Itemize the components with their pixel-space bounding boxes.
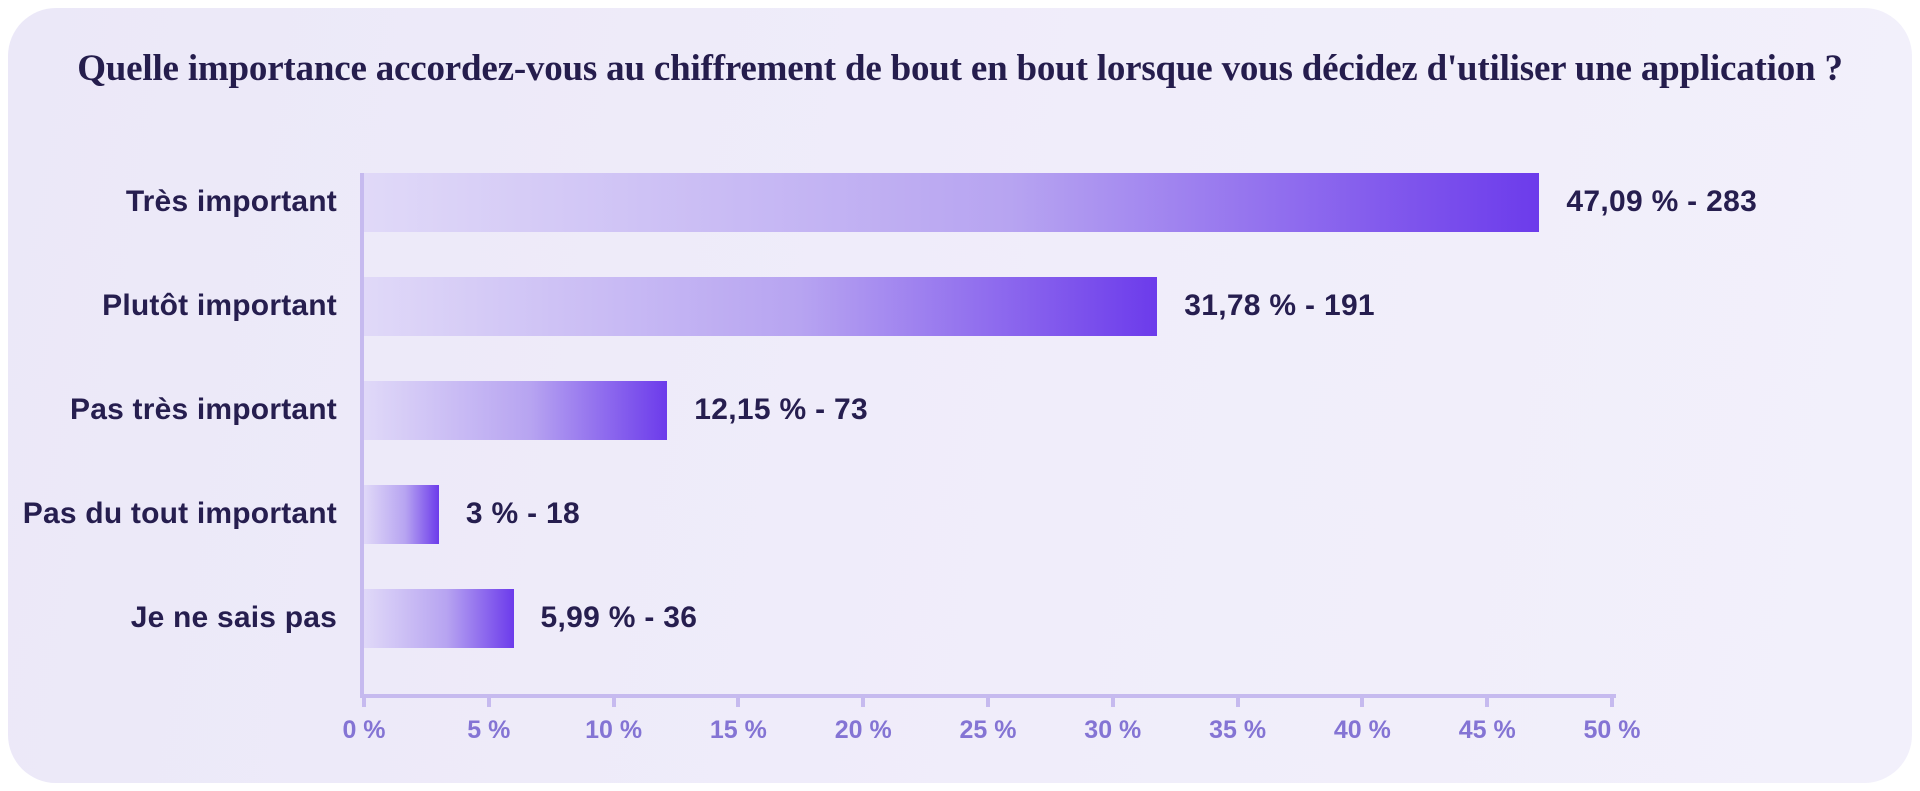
bar-row: Plutôt important 31,78 % - 191: [0, 254, 1920, 358]
bar-track: 3 % - 18: [364, 484, 1612, 544]
bar-row: Je ne sais pas 5,99 % - 36: [0, 566, 1920, 670]
tick-label: 20 %: [834, 716, 892, 744]
tick-label: 30 %: [1084, 716, 1142, 744]
category-label: Pas très important: [69, 393, 337, 426]
bar: [364, 380, 668, 440]
bar: [364, 588, 514, 648]
tick-label: 50 %: [1583, 716, 1641, 744]
tick-mark: [1235, 694, 1240, 707]
bar-track: 12,15 % - 73: [364, 380, 1612, 440]
tick-mark: [362, 694, 366, 707]
category-label: Je ne sais pas: [130, 601, 337, 634]
chart-title: Quelle importance accordez-vous au chiff…: [77, 48, 1843, 89]
bar-track: 31,78 % - 191: [364, 276, 1612, 336]
bar-rows: Très important 47,09 % - 283 Plutôt impo…: [0, 150, 1920, 670]
chart-card: [8, 8, 1912, 783]
y-axis-line: [360, 173, 364, 696]
bar: [364, 276, 1158, 336]
tick-label: 15 %: [709, 716, 767, 744]
tick-mark: [1360, 694, 1365, 707]
tick-mark: [1110, 694, 1115, 707]
tick-label: 35 %: [1209, 716, 1267, 744]
bar-row: Pas du tout important 3 % - 18: [0, 462, 1920, 566]
bar-value-label: 3 % - 18: [465, 497, 580, 530]
tick-label: 0 %: [342, 716, 386, 744]
tick-mark: [611, 694, 616, 707]
bar-track: 47,09 % - 283: [364, 172, 1757, 232]
category-label: Très important: [125, 185, 337, 218]
tick-label: 25 %: [959, 716, 1017, 744]
tick-label: 10 %: [585, 716, 643, 744]
tick-mark: [861, 694, 866, 707]
bar: [364, 484, 439, 544]
x-axis-tick-labels: 0 % 5 % 10 % 15 % 20 % 25 % 30 % 35 % 40…: [342, 716, 1640, 750]
tick-mark: [736, 694, 741, 707]
tick-label: 5 %: [467, 716, 511, 744]
bar: [364, 172, 1540, 232]
tick-mark: [1485, 694, 1490, 707]
tick-mark: [1610, 694, 1614, 707]
bar-row: Pas très important 12,15 % - 73: [0, 358, 1920, 462]
category-label: Pas du tout important: [22, 497, 337, 530]
tick-mark: [986, 694, 990, 707]
x-axis-ticks: [362, 694, 1614, 707]
tick-mark: [486, 694, 491, 707]
tick-label: 40 %: [1333, 716, 1391, 744]
bar-value-label: 5,99 % - 36: [540, 601, 698, 634]
bar-row: Très important 47,09 % - 283: [0, 150, 1920, 254]
bar-value-label: 47,09 % - 283: [1566, 185, 1758, 218]
bar-value-label: 31,78 % - 191: [1184, 289, 1375, 322]
tick-label: 45 %: [1458, 716, 1516, 744]
category-label: Plutôt important: [102, 289, 337, 322]
bar-track: 5,99 % - 36: [364, 588, 1612, 648]
bar-value-label: 12,15 % - 73: [694, 393, 868, 426]
